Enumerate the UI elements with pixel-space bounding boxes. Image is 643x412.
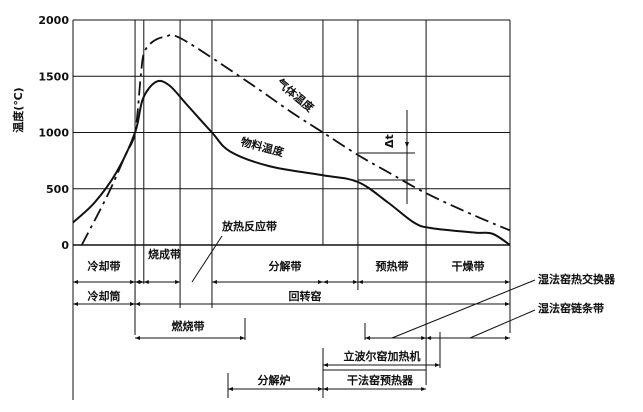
- wet-chain-zone-leader: [469, 309, 536, 339]
- exothermic-leader: [191, 235, 223, 283]
- calciner-label: 分解炉: [258, 373, 291, 387]
- zone-burning-label: 烧成带: [148, 247, 181, 261]
- y-tick-label: 1000: [38, 127, 69, 140]
- material-temperature-curve: [72, 79, 511, 246]
- delta-t-marker: Δt: [358, 110, 415, 204]
- dry-preheater-label: 干法窑预热器: [347, 373, 414, 387]
- y-tick-label: 1500: [38, 70, 69, 83]
- y-tick-label: 2000: [38, 14, 69, 27]
- cooler-label: 冷却筒: [88, 289, 121, 303]
- zone-drying-label: 干燥带: [452, 259, 485, 273]
- wet-heat-exchanger-leader: [391, 279, 536, 339]
- material-temperature-label: 物料温度: [239, 134, 286, 159]
- wet-heat-exchanger-label: 湿法窑热交换器: [538, 272, 616, 286]
- delta-t-label: Δt: [383, 134, 396, 148]
- zone-decomposition-label: 分解带: [269, 259, 302, 273]
- grid: [72, 19, 511, 246]
- wet-chain-zone-label: 湿法窑链条带: [538, 301, 604, 315]
- gas-temperature-label: 气体温度: [273, 75, 317, 115]
- zone-cooling-label: 冷却带: [88, 259, 121, 273]
- y-tick-label: 0: [61, 239, 69, 252]
- zone-preheating-label: 预热带: [376, 259, 409, 273]
- lepol-grate-label: 立波尔窑加热机: [344, 349, 421, 363]
- gas-temperature-curve: [80, 34, 511, 246]
- y-axis-label: 温度(℃): [11, 87, 25, 132]
- combustion-zone-label: 燃烧带: [171, 319, 205, 333]
- rotary-kiln-label: 回转窑: [289, 289, 322, 303]
- y-tick-label: 500: [46, 183, 69, 196]
- zone-exothermic-label: 放热反应带: [221, 219, 277, 233]
